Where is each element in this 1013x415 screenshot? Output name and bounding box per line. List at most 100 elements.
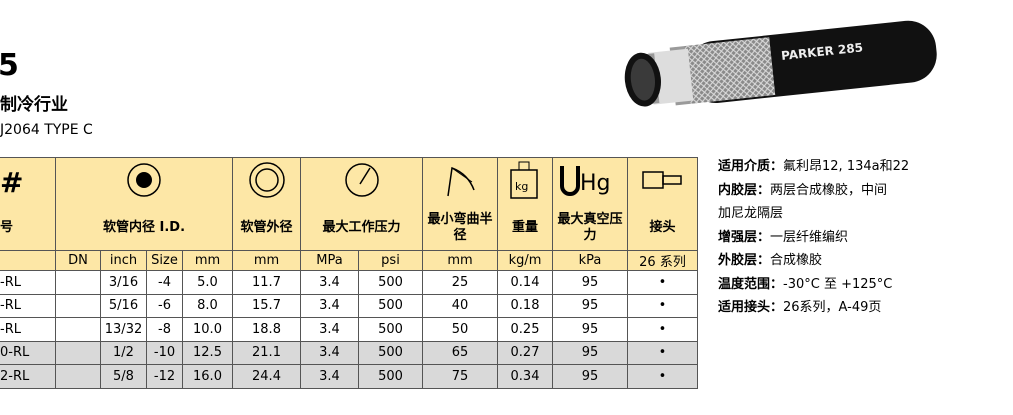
cell: -6 bbox=[146, 293, 183, 318]
icon bbox=[641, 171, 682, 189]
model-symbol: # bbox=[0, 157, 56, 206]
model: 0-RL bbox=[0, 340, 56, 365]
spec-line: 加尼龙隔层 bbox=[718, 202, 909, 226]
header-unit-row: DN inch Size mm mm MPa psi mm kg/m kPa 26 系列 bbox=[0, 250, 698, 271]
group-icon bbox=[300, 157, 423, 206]
cell: 5.0 bbox=[182, 270, 233, 295]
spec-label: 内胶层： bbox=[718, 182, 771, 198]
model-label: 号 bbox=[0, 206, 56, 251]
spec-line: 外胶层：合成橡胶 bbox=[718, 249, 909, 273]
cell: 0.18 bbox=[497, 293, 553, 318]
model: 2-RL bbox=[0, 364, 56, 389]
cell: 3.4 bbox=[300, 270, 359, 295]
icon-text: Hg bbox=[580, 171, 611, 196]
cell: 65 bbox=[422, 340, 498, 365]
industry: 制冷行业 bbox=[0, 95, 68, 115]
dn-cell bbox=[55, 317, 101, 342]
cell: 500 bbox=[358, 364, 423, 389]
cell: 3.4 bbox=[300, 317, 359, 342]
standard: J2064 TYPE C bbox=[0, 122, 93, 138]
cell: 95 bbox=[552, 364, 628, 389]
spec-line: 增强层：一层纤维编织 bbox=[718, 226, 909, 250]
spec-text: 两层合成橡胶，中间 bbox=[770, 182, 888, 198]
cell: 95 bbox=[552, 317, 628, 342]
cell: -10 bbox=[146, 340, 183, 365]
cell: • bbox=[627, 293, 698, 318]
data-row: -RL 13/32 -8 10.0 18.8 3.4 500 50 0.25 95 • bbox=[0, 317, 698, 342]
cell: 3.4 bbox=[300, 364, 359, 389]
model: -RL bbox=[0, 270, 56, 295]
cell: 3.4 bbox=[300, 293, 359, 318]
spec-text: 一层纤维编织 bbox=[770, 229, 849, 245]
model-unit bbox=[0, 250, 56, 271]
spec-line: 适用接头：26系列，A-49页 bbox=[718, 296, 909, 320]
spec-label: 适用介质： bbox=[718, 159, 784, 174]
group-label: 软管内径 I.D. bbox=[55, 206, 233, 251]
header-icon-row: # kg Hg bbox=[0, 157, 698, 206]
cell: 40 bbox=[422, 293, 498, 318]
cell: 0.25 bbox=[497, 317, 553, 342]
spec-label: 外胶层： bbox=[718, 253, 771, 268]
hose-image: PARKER 285 bbox=[624, 20, 937, 107]
cell: • bbox=[627, 364, 698, 389]
unit: mm bbox=[422, 250, 498, 271]
cell: 10.0 bbox=[182, 317, 233, 342]
unit: kg/m bbox=[497, 250, 553, 271]
group-icon bbox=[55, 157, 233, 206]
unit: DN bbox=[55, 250, 101, 271]
model: -RL bbox=[0, 317, 56, 342]
spec-text: 26系列，A-49页 bbox=[783, 300, 882, 315]
cell: 3.4 bbox=[300, 340, 359, 365]
cell: 1/2 bbox=[100, 340, 147, 365]
dn-cell bbox=[55, 293, 101, 318]
cell: 95 bbox=[552, 293, 628, 318]
model: -RL bbox=[0, 293, 56, 318]
group-icon: kg bbox=[497, 157, 553, 206]
group-label: 接头 bbox=[627, 206, 698, 251]
dn-cell bbox=[55, 340, 101, 365]
dn-cell bbox=[55, 364, 101, 389]
cell: 25 bbox=[422, 270, 498, 295]
cell: 3/16 bbox=[100, 270, 147, 295]
group-label: 最大工作压力 bbox=[300, 206, 423, 251]
cell: 500 bbox=[358, 317, 423, 342]
cell: -4 bbox=[146, 270, 183, 295]
cell: 16.0 bbox=[182, 364, 233, 389]
cell: 24.4 bbox=[232, 364, 301, 389]
cell: 95 bbox=[552, 340, 628, 365]
unit: kPa bbox=[552, 250, 628, 271]
icon bbox=[248, 162, 285, 198]
spec-label: 适用接头： bbox=[718, 300, 784, 315]
icon: kg bbox=[510, 161, 538, 199]
spec-table: # kg Hg 号软管内径 I.D. 软管外径 最大工作压力 最小弯曲半径 重量 最大真空压力接… bbox=[0, 157, 698, 389]
icon bbox=[344, 163, 379, 197]
cell: 95 bbox=[552, 270, 628, 295]
data-row: 0-RL 1/2 -10 12.5 21.1 3.4 500 65 0.27 95 • bbox=[0, 340, 698, 365]
unit: mm bbox=[232, 250, 301, 271]
cell: • bbox=[627, 340, 698, 365]
header-label-row: 号软管内径 I.D. 软管外径 最大工作压力 最小弯曲半径 重量 最大真空压力 接头 bbox=[0, 206, 698, 251]
cell: 11.7 bbox=[232, 270, 301, 295]
group-label: 软管外径 bbox=[232, 206, 301, 251]
unit: Size bbox=[146, 250, 183, 271]
unit: inch bbox=[100, 250, 147, 271]
unit: MPa bbox=[300, 250, 359, 271]
spec-label: 温度范围： bbox=[718, 276, 784, 292]
dn-cell bbox=[55, 270, 101, 295]
group-icon bbox=[232, 157, 301, 206]
data-row: -RL 5/16 -6 8.0 15.7 3.4 500 40 0.18 95 • bbox=[0, 293, 698, 318]
title-fragment: 5 bbox=[0, 48, 19, 83]
spec-label: 增强层： bbox=[718, 229, 771, 245]
cell: -12 bbox=[146, 364, 183, 389]
spec-text: 合成橡胶 bbox=[770, 253, 823, 268]
cell: 5/8 bbox=[100, 364, 147, 389]
icon bbox=[447, 166, 475, 197]
cell: 5/16 bbox=[100, 293, 147, 318]
spec-text: 氟利昂12, 134a和22 bbox=[783, 159, 910, 174]
cell: 8.0 bbox=[182, 293, 233, 318]
spec-line: 温度范围：-30°C 至 +125°C bbox=[718, 273, 909, 297]
group-icon bbox=[627, 157, 698, 206]
cell: 12.5 bbox=[182, 340, 233, 365]
group-label: 重量 bbox=[497, 206, 553, 251]
